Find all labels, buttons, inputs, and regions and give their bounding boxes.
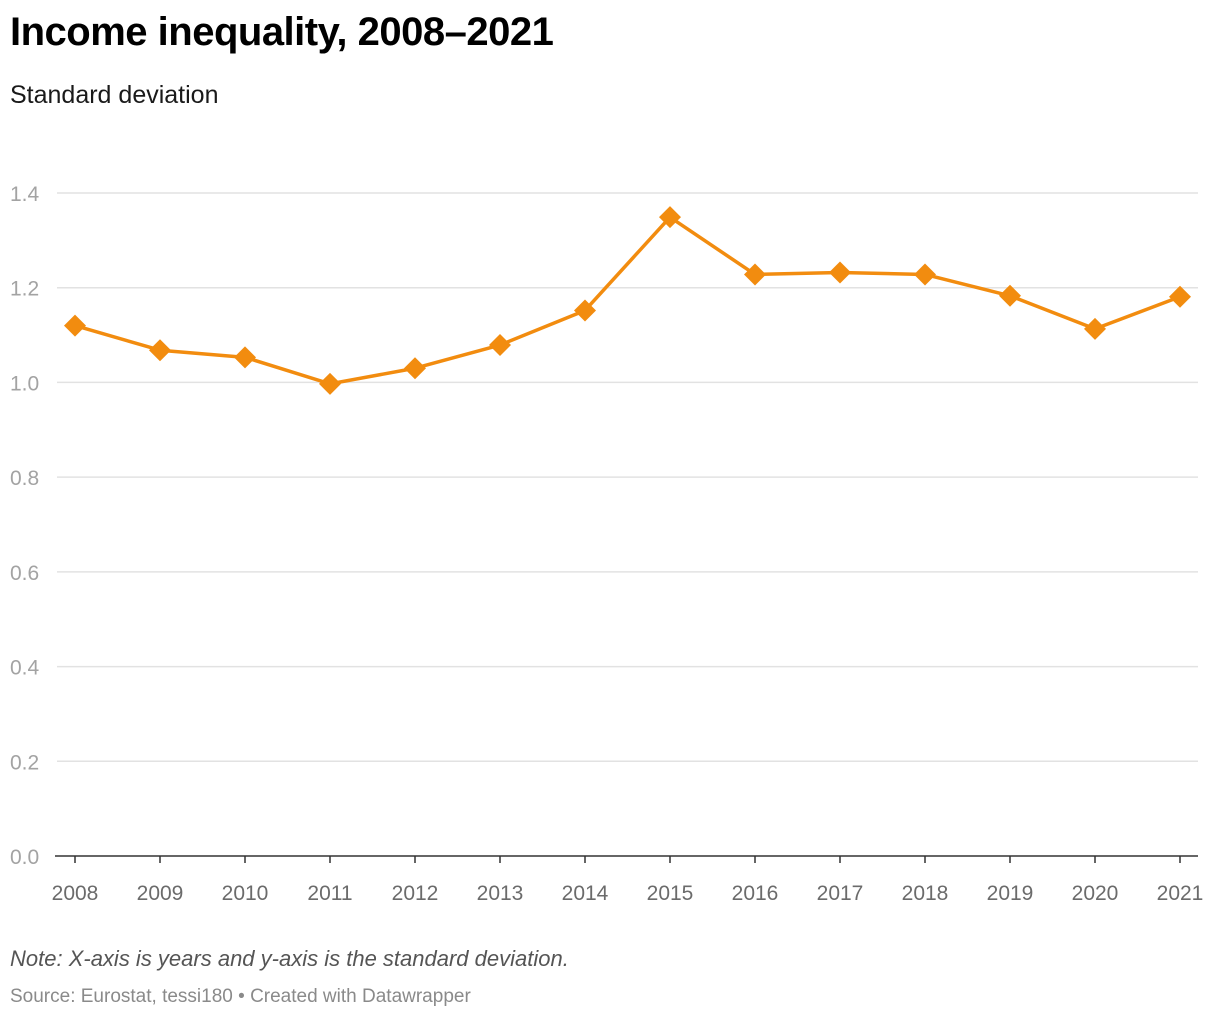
chart-note: Note: X-axis is years and y-axis is the … <box>10 946 569 971</box>
series-line-group <box>73 215 1182 386</box>
data-point-marker <box>574 299 596 322</box>
x-tick-label: 2008 <box>52 882 99 905</box>
x-tick-label: 2015 <box>647 882 694 905</box>
y-axis-labels: 0.0 0.2 0.4 0.6 0.8 1.0 1.2 1.4 <box>10 183 40 869</box>
y-tick-label: 0.8 <box>10 467 39 490</box>
x-tick-label: 2016 <box>732 882 779 905</box>
y-tick-label: 1.0 <box>10 372 39 395</box>
source-separator: • <box>232 986 251 1007</box>
y-tick-label: 0.0 <box>10 846 39 869</box>
data-point-marker <box>489 334 511 357</box>
data-markers <box>64 206 1191 395</box>
x-tick-label: 2011 <box>307 882 352 905</box>
series-line <box>73 215 1182 386</box>
y-tick-label: 1.4 <box>10 183 40 206</box>
x-tick-label: 2012 <box>392 882 439 905</box>
data-point-marker <box>319 372 341 395</box>
datawrapper-credit-link[interactable]: Created with Datawrapper <box>250 986 471 1007</box>
x-axis: 2008 2009 2010 2011 2012 2013 2014 2015 2016 2017… <box>52 855 1204 905</box>
chart-title: Income inequality, 2008–2021 <box>10 10 554 54</box>
x-tick-label: 2017 <box>817 882 864 905</box>
source-text: Source: Eurostat, tessi180 <box>10 986 233 1007</box>
data-point-marker <box>1169 285 1191 308</box>
data-point-marker <box>149 339 171 362</box>
x-tick-label: 2014 <box>562 882 609 905</box>
y-tick-label: 1.2 <box>10 278 39 301</box>
chart-subtitle: Standard deviation <box>10 81 219 109</box>
data-point-marker <box>234 346 256 369</box>
data-point-marker <box>999 284 1021 307</box>
data-point-marker <box>914 263 936 286</box>
data-point-marker <box>1084 317 1106 340</box>
gridlines <box>57 192 1198 763</box>
x-tick-label: 2018 <box>902 882 949 905</box>
x-tick-label: 2021 <box>1157 882 1204 905</box>
y-tick-label: 0.6 <box>10 562 39 585</box>
data-point-marker <box>744 263 766 286</box>
chart-source: Source: Eurostat, tessi180 • Created wit… <box>10 986 471 1008</box>
y-tick-label: 0.2 <box>10 751 39 774</box>
x-tick-label: 2013 <box>477 882 524 905</box>
data-point-marker <box>64 314 86 337</box>
data-point-marker <box>404 357 426 380</box>
data-point-marker <box>659 206 681 229</box>
x-tick-label: 2019 <box>987 882 1034 905</box>
y-tick-label: 0.4 <box>10 657 40 680</box>
data-point-marker <box>829 261 851 284</box>
x-tick-label: 2010 <box>222 882 269 905</box>
line-chart: 0.0 0.2 0.4 0.6 0.8 1.0 1.2 1.4 2008 2009 2010 201… <box>10 183 1204 905</box>
x-tick-label: 2020 <box>1072 882 1119 905</box>
x-tick-label: 2009 <box>137 882 184 905</box>
